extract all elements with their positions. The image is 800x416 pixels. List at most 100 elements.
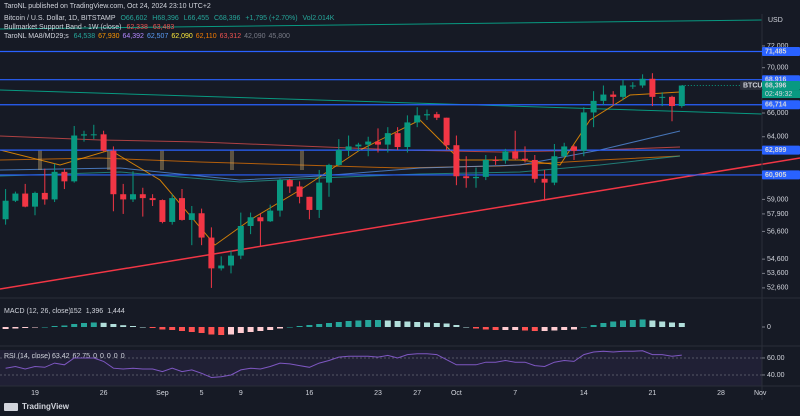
candle-body [188, 213, 195, 220]
brand: TradingView [22, 402, 70, 411]
candle-body [453, 145, 460, 177]
price-line-label-box [762, 170, 800, 180]
histogram-bar [620, 320, 626, 327]
candle-body [561, 146, 568, 157]
x-tick-label: 5 [200, 390, 204, 397]
moving-average [0, 155, 681, 169]
histogram-bar [512, 327, 519, 330]
y-tick-label: 70,000 [767, 65, 789, 72]
histogram-bar [130, 326, 136, 327]
drawings [0, 14, 800, 400]
histogram-bar [22, 327, 29, 328]
candle-body [267, 210, 274, 222]
candle-body [326, 164, 332, 183]
y-tick-label: 0 [767, 324, 771, 331]
histogram-bar [41, 327, 48, 328]
candle-body [551, 156, 558, 183]
pane-title: RSI (14, close) [4, 353, 50, 360]
rsi-band [0, 350, 762, 386]
histogram-bar [306, 325, 313, 327]
histogram-bar [247, 327, 254, 332]
candle-body [22, 193, 29, 207]
band-shade [107, 150, 111, 170]
y-tick-label: 53,600 [767, 270, 789, 277]
indicator-name: TaroNL MA8/MD29;s [4, 33, 69, 40]
candle-body [81, 134, 87, 136]
candle-body [345, 146, 352, 151]
histogram-bar [51, 326, 58, 327]
candle-body [296, 186, 303, 197]
indicator-value: 63,483 [152, 24, 175, 31]
indicator-value: 64,392 [122, 33, 144, 40]
histogram-bar [169, 327, 176, 330]
candle-body [247, 217, 254, 226]
candle-body [629, 85, 636, 87]
candle-body [482, 159, 489, 177]
histogram-bar [81, 323, 87, 327]
histogram-bar [208, 327, 215, 335]
histogram-bar [551, 327, 558, 331]
symbol: Bitcoin / U.S. Dollar, 1D, BITSTAMP [4, 15, 116, 22]
candle-body [169, 198, 176, 222]
price-line-label: 71,485 [765, 48, 787, 55]
band-shade [38, 150, 42, 170]
moving-average [0, 130, 681, 181]
histogram-bar [394, 321, 401, 327]
candle-body [492, 159, 499, 161]
candle-body [600, 94, 607, 101]
histogram-bar [277, 327, 283, 329]
indicator-value: 42,090 [244, 33, 266, 40]
histogram-bar [571, 327, 577, 330]
y-tick-label: 60.00 [767, 355, 785, 362]
change: +1,795 (+2.70%) [245, 15, 298, 22]
candle-body [502, 151, 509, 161]
y-tick-label: 56,600 [767, 228, 789, 235]
histogram-bar [61, 325, 68, 327]
histogram-bar [629, 320, 636, 327]
histogram-bar [2, 327, 9, 329]
candle-body [531, 159, 538, 179]
histogram-bar [580, 327, 587, 328]
histogram-bar [110, 324, 117, 327]
histogram-bar [443, 323, 450, 327]
y-tick-label: 66,000 [767, 110, 789, 117]
candle-body [669, 96, 675, 107]
pane-reading: 0 [114, 353, 118, 360]
histogram-bar [531, 327, 538, 331]
histogram-bar [286, 327, 293, 328]
candle-body [610, 94, 617, 97]
x-tick-label: 28 [717, 390, 725, 397]
indicator-value: 62,090 [171, 33, 193, 40]
candle-body [179, 198, 185, 220]
candle-body [218, 265, 225, 269]
candle-body [365, 141, 372, 145]
histogram-bar [12, 327, 19, 329]
histogram-bar [404, 321, 411, 327]
indicator-line: Bullmarket Support Band - 1W (close) 62,… [4, 23, 177, 32]
candle-body [237, 225, 244, 256]
histogram-bar [669, 322, 675, 327]
candle-body [257, 217, 264, 222]
x-tick-label: Sep [156, 390, 169, 397]
candle-body [384, 133, 391, 145]
indicator-value: 63,312 [219, 33, 242, 40]
indicator-value: 67,930 [98, 33, 120, 40]
histogram-bar [345, 321, 352, 327]
x-tick-label: 23 [374, 390, 382, 397]
currency: USD [768, 17, 783, 24]
candle-body [590, 100, 597, 113]
histogram-bar [365, 320, 372, 327]
y-tick-label: 40.00 [767, 372, 785, 379]
candle-body [41, 192, 48, 200]
candle-body [228, 255, 234, 266]
candle-body [571, 146, 577, 151]
last-price-label: 68,396 [765, 82, 787, 89]
candle-body [149, 198, 156, 201]
price-line-label-box [762, 145, 800, 155]
histogram-bar [590, 325, 597, 327]
histogram-bar [384, 320, 391, 327]
indicator-value: 64,538 [73, 33, 96, 40]
histogram-bar [179, 327, 185, 331]
candle-body [394, 133, 401, 148]
